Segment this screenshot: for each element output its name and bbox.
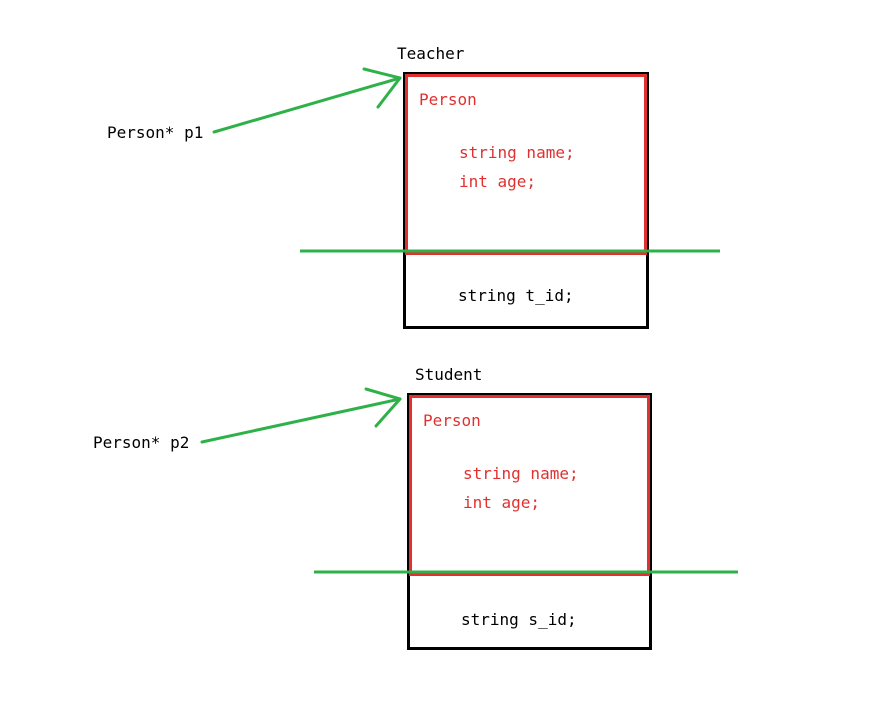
student-member-age: int age; xyxy=(463,493,541,512)
arrow-p2-to-student xyxy=(200,387,402,444)
student-own-member: string s_id; xyxy=(461,610,577,629)
teacher-member-name: string name; xyxy=(459,143,575,162)
teacher-person-subobject-box xyxy=(405,74,647,255)
teacher-object-box xyxy=(403,72,649,329)
student-person-subobject-box xyxy=(409,395,650,576)
pointer-label-p1: Person* p1 xyxy=(107,123,204,142)
teacher-base-class-name: Person xyxy=(419,90,477,109)
student-base-class-name: Person xyxy=(423,411,481,430)
pointer-label-p2: Person* p2 xyxy=(93,433,190,452)
student-member-name: string name; xyxy=(463,464,579,483)
student-object-box xyxy=(407,393,652,650)
teacher-title: Teacher xyxy=(397,44,465,63)
teacher-own-member: string t_id; xyxy=(458,286,574,305)
arrow-p1-to-teacher xyxy=(212,67,402,134)
student-title: Student xyxy=(415,365,483,384)
teacher-member-age: int age; xyxy=(459,172,537,191)
